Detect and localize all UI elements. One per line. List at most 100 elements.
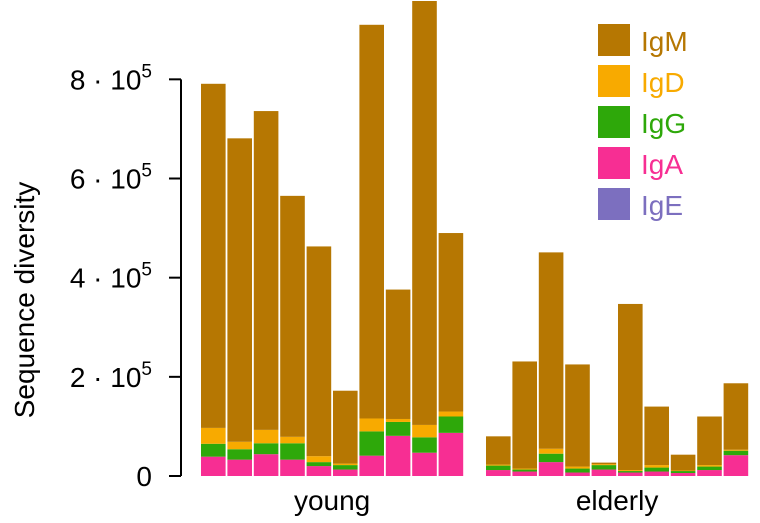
bar-segment-iga [723, 455, 749, 476]
bar-segment-igg [306, 462, 332, 467]
bar-segment-igd [644, 465, 669, 468]
bar-segment-iga [670, 473, 696, 476]
y-axis: 0 2 · 105 4 · 105 6 · 105 8 · 105 [70, 61, 182, 492]
bar-segment-igm [306, 246, 332, 457]
bar-segment-igg [280, 443, 305, 460]
bar-segment-igm [538, 252, 564, 449]
bar-segment-iga [618, 472, 643, 476]
bar-segment-iga [201, 456, 226, 476]
bar-segment-igd [438, 411, 464, 417]
legend-swatch-igm [598, 24, 630, 56]
bar-segment-igd [306, 456, 332, 463]
bar-segment-igm [385, 289, 411, 419]
legend-label-igg: IgG [641, 108, 686, 139]
bar-segment-igm [618, 303, 643, 471]
bar-segment-iga [697, 470, 722, 476]
bar-segment-igg [201, 443, 226, 457]
bar-segment-igg [538, 453, 564, 463]
bar-segment-iga [253, 454, 279, 476]
bar-segment-igm [438, 233, 464, 412]
bar-segment-igd [227, 441, 252, 450]
bar-segment-igd [723, 449, 749, 451]
bar-segment-igg [618, 471, 643, 473]
bar-segment-igd [697, 465, 722, 467]
bar-segment-igd [201, 427, 226, 444]
y-tick-label: 8 · 105 [70, 61, 152, 95]
legend-label-ige: IgE [641, 190, 683, 221]
bar-segment-igg [591, 465, 617, 470]
bar-segment-iga [438, 432, 464, 476]
bar-segment-igd [538, 448, 564, 454]
bar-segment-igg [359, 431, 384, 456]
bar-segment-igd [486, 464, 511, 466]
y-tick-label: 6 · 105 [70, 161, 152, 195]
bar-segment-igg [227, 449, 252, 460]
bar-segment-igm [201, 83, 226, 428]
bar-segment-igd [253, 429, 279, 444]
bar-segment-igm [280, 195, 305, 437]
bar-segment-igd [359, 418, 384, 432]
bar-segment-igg [486, 465, 511, 471]
bar-segment-igm [644, 406, 669, 466]
bar-segment-igm [697, 416, 722, 466]
bar-segment-iga [591, 469, 617, 476]
bar-segment-iga [486, 470, 511, 476]
bar-segment-igm [412, 0, 437, 425]
bar-segment-iga [565, 472, 590, 476]
bar-segment-igm [486, 436, 511, 465]
bar-segment-igd [333, 463, 358, 466]
bar-segment-igg [723, 450, 749, 456]
bar-segment-iga [333, 469, 358, 476]
bar-segment-igg [253, 443, 279, 455]
bar-segment-igm [359, 24, 384, 419]
bar-segment-iga [227, 459, 252, 476]
bar-segment-igm [670, 454, 696, 471]
bar-segment-igg [512, 469, 537, 472]
bar-segment-iga [644, 471, 669, 476]
bar-segment-igg [644, 467, 669, 472]
bar-segment-igm [253, 111, 279, 430]
y-tick-label: 4 · 105 [70, 260, 152, 294]
bar-segment-igg [333, 465, 358, 470]
legend-swatch-ige [598, 188, 630, 220]
bar-segment-iga [359, 455, 384, 476]
group-label-elderly: elderly [576, 485, 658, 516]
bar-segment-igd [591, 464, 617, 466]
y-tick-label: 2 · 105 [70, 359, 152, 393]
bar-segment-iga [385, 435, 411, 476]
y-tick-label: 0 [136, 461, 152, 492]
bar-segment-iga [538, 462, 564, 476]
bar-segment-iga [280, 459, 305, 476]
bar-segment-igg [670, 471, 696, 474]
bar-segment-igd [412, 424, 437, 438]
bar-segment-igg [697, 466, 722, 471]
legend-label-igm: IgM [641, 26, 688, 57]
bar-segment-igm [723, 383, 749, 450]
bars [201, 0, 749, 476]
bar-segment-igm [565, 364, 590, 467]
legend: IgM IgD IgG IgA IgE [598, 24, 688, 221]
group-labels: young elderly [294, 485, 658, 516]
bar-segment-igm [512, 361, 537, 469]
bar-segment-igd [280, 436, 305, 444]
bar-segment-igg [565, 468, 590, 473]
bar-segment-iga [412, 452, 437, 476]
bar-segment-igd [512, 468, 537, 470]
legend-swatch-iga [598, 147, 630, 179]
legend-swatch-igg [598, 106, 630, 138]
group-label-young: young [294, 485, 370, 516]
bar-segment-iga [306, 466, 332, 476]
legend-label-iga: IgA [641, 149, 683, 180]
bar-segment-igd [385, 418, 411, 422]
bar-segment-igg [438, 416, 464, 433]
y-axis-label: Sequence diversity [9, 182, 40, 419]
bar-segment-igm [333, 390, 358, 464]
bar-segment-igd [565, 466, 590, 469]
bar-segment-igm [227, 138, 252, 442]
legend-swatch-igd [598, 65, 630, 97]
legend-label-igd: IgD [641, 67, 685, 98]
bar-segment-iga [512, 471, 537, 476]
bar-segment-igg [385, 421, 411, 436]
bar-segment-igd [618, 470, 643, 472]
